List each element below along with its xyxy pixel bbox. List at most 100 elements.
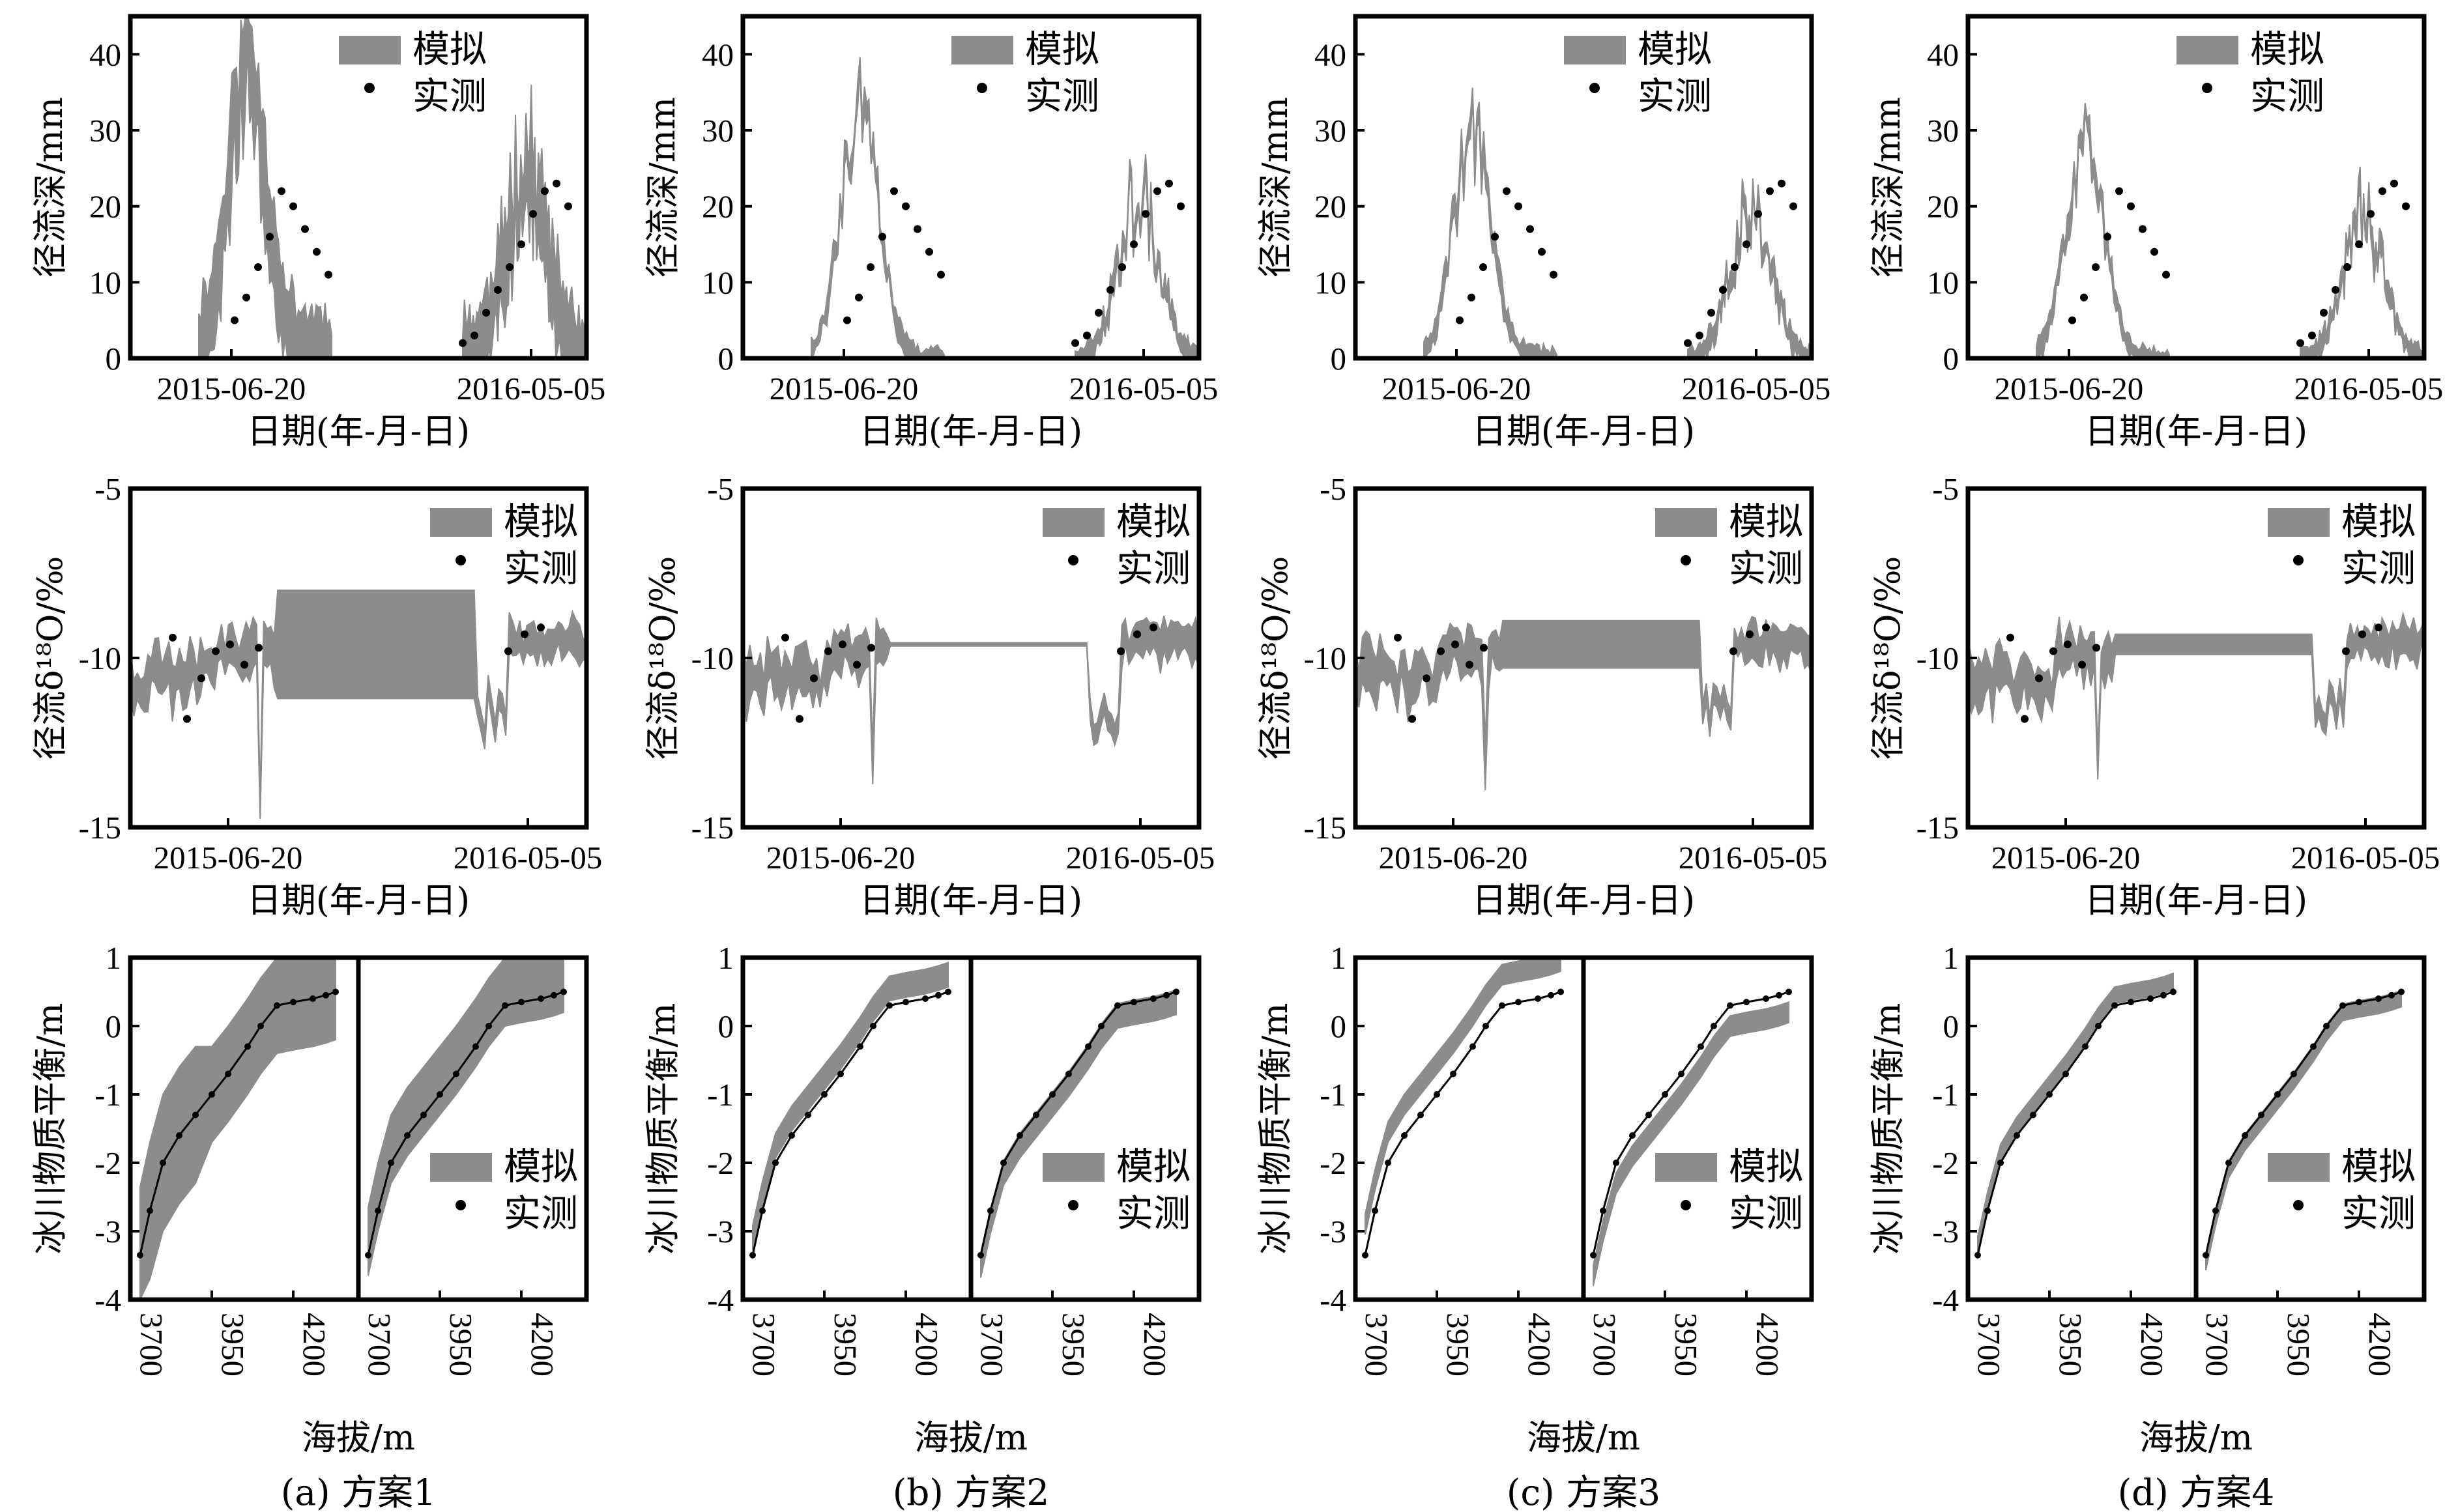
y-tick-label: -15: [1304, 810, 1346, 846]
runoff-obs-point: [1707, 309, 1715, 317]
y-tick-label: -4: [1932, 1282, 1959, 1318]
y-tick-label: 20: [89, 189, 121, 225]
glacier-obs-point: [1049, 1091, 1056, 1098]
runoff-obs-point: [2104, 233, 2111, 241]
glacier-obs-point: [518, 999, 525, 1006]
runoff-sim-band: [2036, 102, 2170, 360]
x-tick-label: 2016-05-05: [1066, 840, 1215, 876]
y-tick-label: 0: [106, 1008, 122, 1044]
isotope-legend-sim-label: 模拟: [1729, 500, 1803, 543]
glacier-obs-point: [1786, 988, 1792, 995]
isotope-obs-point: [240, 661, 248, 669]
glacier-obs-point: [2310, 1043, 2317, 1050]
isotope-obs-point: [1423, 674, 1430, 683]
y-tick-label: 10: [1927, 264, 1959, 300]
glacier-sim-band: [1593, 1001, 1789, 1287]
glacier-obs-point: [2095, 1023, 2102, 1029]
glacier-obs-point: [274, 1002, 280, 1009]
glacier-legend-obs-label: 实测: [1729, 1192, 1803, 1235]
y-tick-label: 10: [1314, 264, 1346, 300]
y-tick-label: -3: [94, 1214, 121, 1249]
glacier-obs-point: [945, 988, 951, 995]
y-tick-label: -15: [1916, 810, 1959, 846]
x-tick-label: 4200: [1750, 1313, 1786, 1376]
y-axis-title: 径流深/mm: [1868, 97, 1908, 278]
isotope-legend-sim-swatch: [2268, 508, 2330, 537]
isotope-obs-point: [1408, 715, 1416, 723]
y-tick-label: -4: [1320, 1282, 1346, 1318]
glacier-legend-sim-swatch: [1043, 1153, 1105, 1182]
runoff-obs-point: [301, 225, 309, 233]
isotope-legend-sim-label: 模拟: [504, 500, 578, 543]
y-tick-label: 10: [89, 264, 121, 300]
isotope-obs-point: [1746, 630, 1754, 638]
glacier-legend-sim-label: 模拟: [2341, 1145, 2416, 1188]
runoff-obs-point: [2402, 202, 2410, 210]
y-tick-label: 30: [1927, 113, 1959, 149]
runoff-sim-band: [811, 57, 945, 361]
x-tick-label: 2016-05-05: [457, 371, 606, 407]
glacier-obs-point: [2160, 991, 2167, 999]
glacier-obs-point: [538, 995, 544, 1002]
glacier-obs-point: [388, 1160, 394, 1166]
y-tick-label: 40: [1314, 36, 1346, 72]
glacier-obs-point: [2014, 1132, 2020, 1139]
glacier-obs-point: [485, 1023, 492, 1029]
isotope-obs-point: [810, 674, 818, 683]
y-tick-label: -15: [691, 810, 734, 846]
isotope-legend-obs-marker: [1068, 555, 1078, 565]
panel-caption: (c) 方案3: [1507, 1472, 1660, 1512]
y-axis-title: 径流δ¹⁸O/‰: [643, 556, 683, 760]
runoff-obs-point: [2378, 187, 2386, 195]
x-tick-label: 2015-06-20: [1991, 840, 2141, 876]
runoff-obs-point: [890, 187, 898, 195]
runoff-obs-point: [1538, 248, 1546, 256]
runoff-obs-point: [266, 233, 274, 241]
glacier-obs-line: [139, 991, 336, 1256]
glacier-obs-point: [1629, 1132, 1636, 1139]
x-axis-title: 日期(年-月-日): [860, 412, 1082, 451]
glacier-obs-point: [1114, 1002, 1121, 1009]
runoff-frame: [1965, 14, 2427, 361]
glacier-legend-sim-label: 模拟: [1729, 1145, 1803, 1188]
isotope-obs-point: [2064, 640, 2072, 649]
glacier-legend-sim-swatch: [430, 1153, 492, 1182]
x-tick-label: 3700: [746, 1313, 782, 1376]
glacier-obs-point: [1085, 1043, 1092, 1050]
x-tick-label: 3700: [1971, 1313, 2007, 1376]
glacier-obs-point: [2225, 1160, 2232, 1166]
glacier-obs-point: [502, 1002, 508, 1009]
glacier-obs-point: [437, 1091, 443, 1098]
glacier-obs-point: [375, 1207, 381, 1214]
glacier-obs-point: [805, 1111, 811, 1119]
runoff-obs-point: [878, 233, 886, 241]
y-axis-title: 冰川物质平衡/m: [31, 1003, 70, 1254]
glacier-obs-point: [1163, 991, 1170, 999]
runoff-obs-point: [254, 263, 262, 271]
isotope-obs-point: [839, 640, 846, 649]
isotope-legend-obs-marker: [1681, 555, 1691, 565]
glacier-obs-point: [1450, 1070, 1456, 1077]
glacier-obs-point: [2375, 995, 2382, 1002]
runoff-obs-point: [2115, 187, 2123, 195]
y-tick-label: -10: [1304, 640, 1346, 676]
runoff-panel-1: 0 10 20 30 40 2015-06-20 2016-05-05 日期(年-月-日) 径流…: [31, 14, 606, 451]
glacier-obs-point: [1974, 1251, 1981, 1259]
glacier-obs-point: [1417, 1111, 1424, 1119]
y-tick-label: 30: [1314, 113, 1346, 149]
x-tick-label: 2015-06-20: [1382, 371, 1531, 407]
runoff-legend-obs-label: 实测: [1025, 75, 1099, 118]
runoff-obs-point: [2296, 339, 2304, 347]
x-tick-label: 4200: [1137, 1313, 1173, 1376]
glacier-sim-band: [1365, 957, 1561, 1235]
x-tick-label: 4200: [525, 1313, 560, 1376]
glacier-obs-point: [257, 1023, 264, 1029]
runoff-obs-point: [1456, 316, 1464, 324]
glacier-obs-point: [1678, 1070, 1684, 1077]
glacier-obs-point: [886, 1002, 893, 1009]
glacier-obs-point: [1776, 991, 1782, 999]
runoff-legend-obs-marker: [1589, 83, 1600, 93]
runoff-legend-obs-label: 实测: [1638, 75, 1712, 118]
glacier-obs-point: [1131, 999, 1137, 1006]
glacier-sim-band: [752, 961, 949, 1251]
